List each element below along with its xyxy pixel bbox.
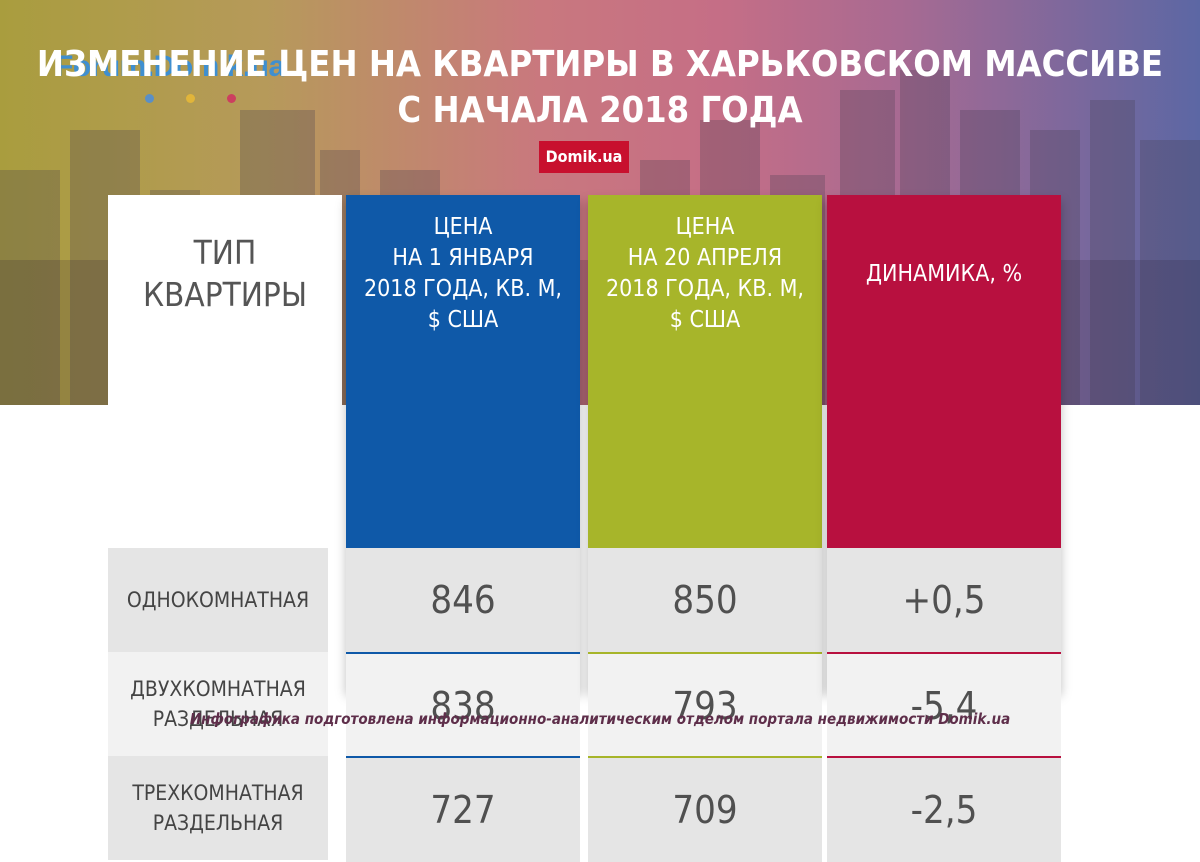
row-label-3: ТРЕХКОМНАТНАЯ РАЗДЕЛЬНАЯ	[108, 756, 328, 860]
column-header-january: ЦЕНА НА 1 ЯНВАРЯ 2018 ГОДА, КВ. М, $ США	[363, 214, 563, 333]
cell-apr-2: 793	[588, 652, 822, 758]
watermark-dots	[145, 88, 268, 107]
cell-jan-1: 846	[346, 548, 580, 652]
column-price-january: ЦЕНА НА 1 ЯНВАРЯ 2018 ГОДА, КВ. М, $ США…	[346, 195, 580, 862]
infographic-title: ИЗМЕНЕНИЕ ЦЕН НА КВАРТИРЫ В ХАРЬКОВСКОМ …	[0, 42, 1200, 134]
title-line-2: С НАЧАЛА 2018 ГОДА	[397, 90, 803, 131]
cell-dyn-1: +0,5	[827, 548, 1061, 652]
dot-1	[145, 94, 154, 103]
title-line-1: ИЗМЕНЕНИЕ ЦЕН НА КВАРТИРЫ В ХАРЬКОВСКОМ …	[36, 44, 1164, 85]
dot-3	[227, 94, 236, 103]
brand-badge: Domik.ua	[539, 141, 629, 173]
cell-jan-3: 727	[346, 756, 580, 862]
row-label-2: ДВУХКОМНАТНАЯ РАЗДЕЛЬНАЯ	[108, 652, 328, 756]
column-dynamics: ДИНАМИКА, % +0,5 -5,4 -2,5	[827, 195, 1061, 862]
column-header-dynamics: ДИНАМИКА, %	[865, 260, 1023, 287]
row-label-1: ОДНОКОМНАТНАЯ	[108, 548, 328, 652]
dot-2	[186, 94, 195, 103]
cell-jan-2: 838	[346, 652, 580, 758]
column-price-april: ЦЕНА НА 20 АПРЕЛЯ 2018 ГОДА, КВ. М, $ СШ…	[588, 195, 822, 862]
cell-apr-1: 850	[588, 548, 822, 652]
column-header-april: ЦЕНА НА 20 АПРЕЛЯ 2018 ГОДА, КВ. М, $ СШ…	[605, 214, 805, 333]
column-apartment-type: ТИП КВАРТИРЫ ОДНОКОМНАТНАЯ ДВУХКОМНАТНАЯ…	[108, 195, 342, 860]
cell-dyn-2: -5,4	[827, 652, 1061, 758]
column-header-type: ТИП КВАРТИРЫ	[142, 233, 308, 314]
footer-credit: Инфографика подготовлена информационно-а…	[189, 710, 1011, 728]
cell-apr-3: 709	[588, 756, 822, 862]
watermark-logo: Forum.Domik.ua	[55, 50, 285, 83]
cell-dyn-3: -2,5	[827, 756, 1061, 862]
